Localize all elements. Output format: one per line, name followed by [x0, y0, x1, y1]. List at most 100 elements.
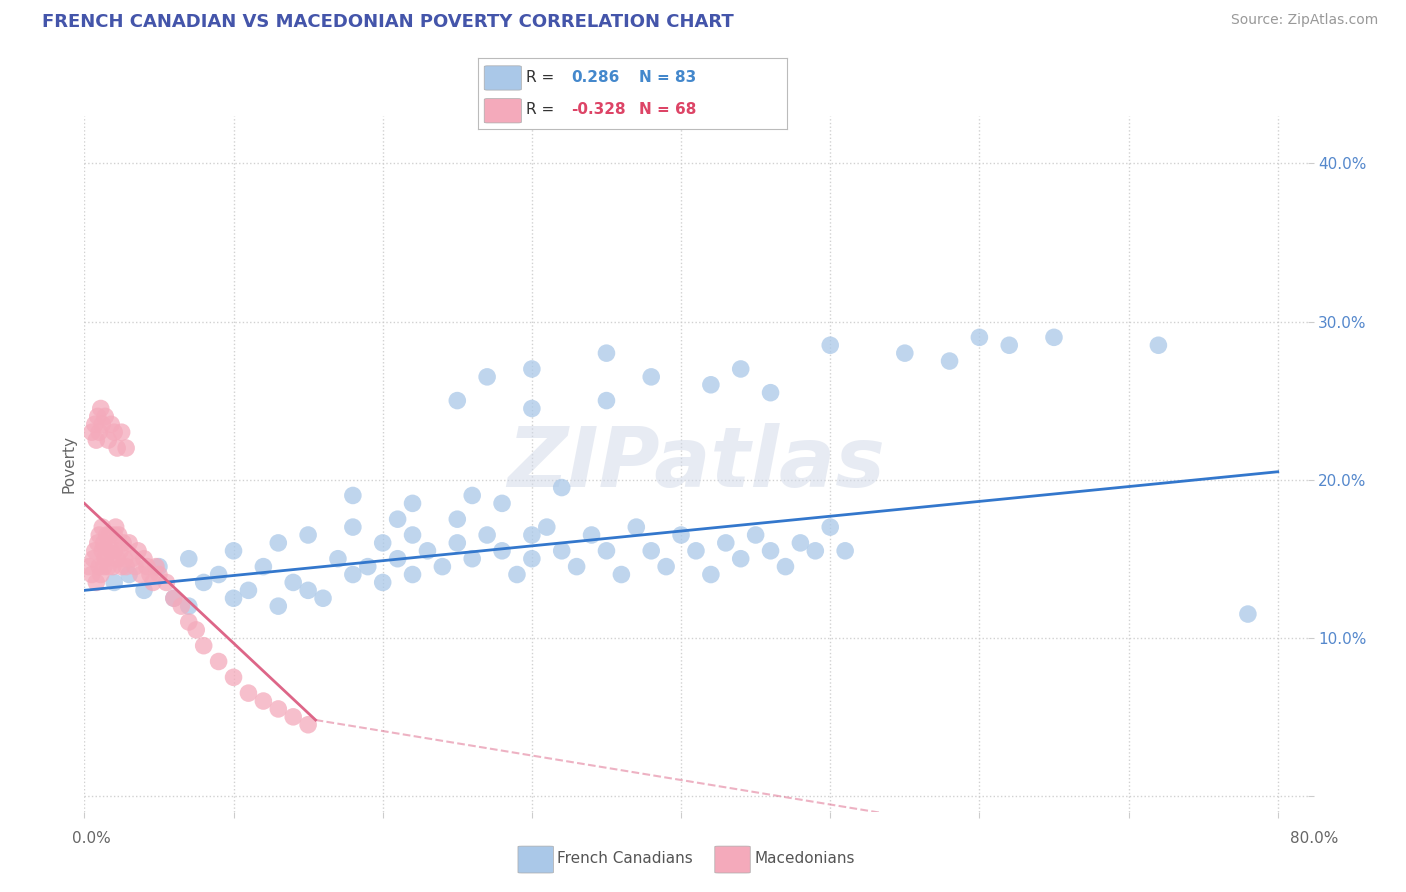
Point	[80, 567, 103, 582]
Point	[1147, 338, 1170, 352]
Point	[82, 551, 104, 566]
Point	[101, 559, 124, 574]
Point	[551, 481, 574, 495]
Point	[91, 417, 114, 432]
Point	[177, 551, 200, 566]
Point	[342, 567, 364, 582]
Point	[145, 559, 167, 574]
Point	[626, 520, 648, 534]
Point	[83, 417, 105, 432]
Point	[342, 520, 364, 534]
Point	[115, 559, 138, 574]
Point	[297, 717, 319, 731]
Point	[401, 528, 423, 542]
Point	[100, 543, 122, 558]
Point	[759, 385, 782, 400]
Point	[121, 551, 143, 566]
Y-axis label: Poverty: Poverty	[60, 434, 76, 493]
Point	[84, 433, 107, 447]
Text: ZIPatlas: ZIPatlas	[508, 424, 884, 504]
Point	[387, 512, 409, 526]
Point	[94, 409, 117, 424]
Point	[640, 369, 662, 384]
Point	[818, 338, 841, 352]
Text: R =: R =	[526, 70, 560, 86]
Point	[177, 615, 200, 629]
Text: French Canadians: French Canadians	[557, 851, 693, 866]
Point	[111, 425, 134, 440]
Point	[186, 623, 208, 637]
Point	[789, 536, 811, 550]
Point	[148, 567, 170, 582]
Point	[401, 496, 423, 510]
Point	[685, 543, 707, 558]
Point	[105, 441, 128, 455]
Point	[84, 575, 107, 590]
Point	[401, 567, 423, 582]
Point	[114, 551, 136, 566]
Point	[118, 536, 141, 550]
Text: 0.0%: 0.0%	[72, 831, 111, 846]
Point	[998, 338, 1021, 352]
Point	[700, 567, 723, 582]
Point	[136, 559, 159, 574]
Point	[1043, 330, 1066, 344]
Text: -0.328: -0.328	[571, 102, 626, 117]
Point	[83, 543, 105, 558]
Point	[132, 583, 155, 598]
Point	[108, 543, 131, 558]
Point	[969, 330, 991, 344]
Text: R =: R =	[526, 102, 560, 117]
Point	[132, 551, 155, 566]
Point	[91, 520, 114, 534]
Point	[142, 575, 165, 590]
Point	[93, 536, 115, 550]
Point	[312, 591, 335, 606]
Point	[96, 543, 118, 558]
Point	[77, 559, 100, 574]
Point	[252, 694, 274, 708]
Point	[491, 543, 513, 558]
Point	[107, 528, 129, 542]
Point	[103, 528, 125, 542]
Point	[700, 377, 723, 392]
Point	[475, 369, 498, 384]
Point	[90, 567, 112, 582]
Point	[111, 559, 134, 574]
Point	[446, 393, 468, 408]
Point	[238, 686, 260, 700]
Point	[129, 567, 152, 582]
Point	[610, 567, 633, 582]
Point	[97, 433, 120, 447]
Point	[938, 354, 960, 368]
Point	[730, 362, 752, 376]
Point	[326, 551, 349, 566]
Point	[818, 520, 841, 534]
Text: N = 68: N = 68	[638, 102, 696, 117]
Point	[87, 536, 110, 550]
Point	[775, 559, 797, 574]
Point	[1237, 607, 1260, 621]
Point	[89, 528, 111, 542]
Point	[461, 551, 484, 566]
Point	[297, 583, 319, 598]
Point	[163, 591, 186, 606]
Point	[222, 591, 245, 606]
Point	[595, 393, 617, 408]
Text: Macedonians: Macedonians	[754, 851, 855, 866]
Point	[103, 543, 125, 558]
Point	[446, 512, 468, 526]
Point	[595, 346, 617, 360]
Point	[127, 543, 149, 558]
Point	[148, 559, 170, 574]
Point	[222, 670, 245, 684]
FancyBboxPatch shape	[517, 847, 554, 873]
Point	[804, 543, 827, 558]
Text: FRENCH CANADIAN VS MACEDONIAN POVERTY CORRELATION CHART: FRENCH CANADIAN VS MACEDONIAN POVERTY CO…	[42, 13, 734, 31]
Point	[714, 536, 737, 550]
Point	[595, 543, 617, 558]
Text: N = 83: N = 83	[638, 70, 696, 86]
Point	[894, 346, 917, 360]
Point	[267, 536, 290, 550]
Point	[252, 559, 274, 574]
